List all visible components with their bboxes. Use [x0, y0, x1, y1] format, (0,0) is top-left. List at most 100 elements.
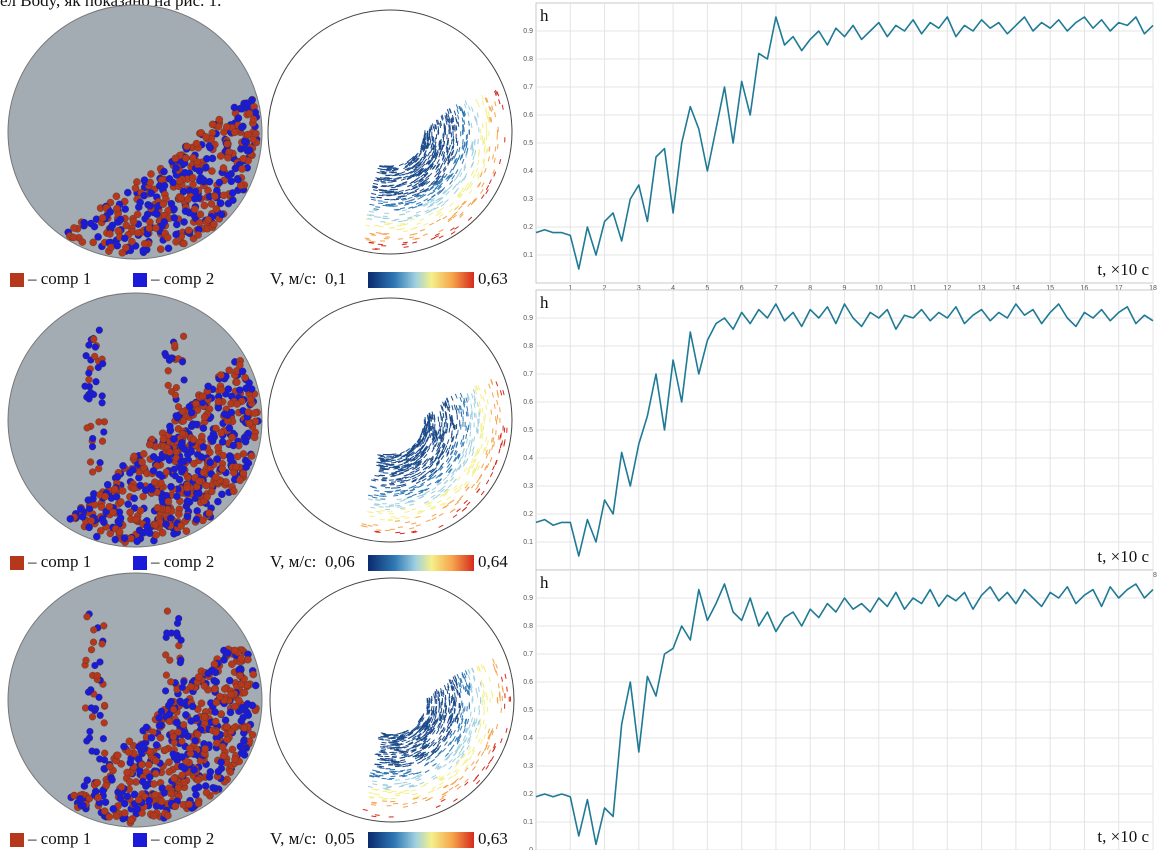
particle [130, 485, 137, 492]
particle [240, 155, 247, 162]
velocity-vector [484, 690, 485, 695]
particle [218, 491, 225, 498]
particle [242, 438, 249, 445]
particle [252, 682, 259, 689]
particle [99, 515, 106, 522]
particle [99, 438, 106, 445]
particle [233, 400, 240, 407]
particle [86, 342, 93, 349]
particle [140, 247, 147, 254]
particle [88, 646, 95, 653]
particle [200, 443, 207, 450]
velocity-vector [394, 199, 399, 200]
particle [91, 353, 98, 360]
velocity-vector [381, 462, 386, 463]
particle [192, 188, 199, 195]
velocity-vector [461, 411, 462, 416]
velocity-vector [479, 687, 480, 692]
y-tick-label: 0.8 [523, 343, 533, 350]
velocity-vector [428, 415, 429, 420]
velocity-vector [393, 206, 398, 207]
particle [245, 409, 252, 416]
velocity-vector [381, 751, 386, 752]
particle [228, 661, 235, 668]
velocity-vector [448, 708, 449, 713]
particle [107, 208, 114, 215]
velocity-vector [469, 121, 470, 126]
velocity-vector [480, 433, 481, 438]
particle [180, 333, 187, 340]
velocity-vector [429, 129, 430, 134]
particle [210, 221, 217, 228]
velocity-vector [432, 136, 433, 141]
particle [161, 218, 168, 225]
scale-max: 0,64 [478, 552, 508, 571]
particle [77, 505, 84, 512]
particle [231, 703, 238, 710]
velocity-vector [380, 467, 385, 468]
particle [219, 465, 226, 472]
velocity-vector [397, 499, 402, 500]
particle [173, 384, 180, 391]
particle [152, 521, 159, 528]
velocity-view [268, 298, 512, 542]
particle [88, 705, 95, 712]
velocity-vector [372, 249, 377, 250]
velocity-vector [395, 505, 400, 506]
particle [89, 713, 96, 720]
particle [89, 435, 96, 442]
velocity-vector [403, 242, 408, 243]
particle [190, 460, 197, 467]
velocity-vector [431, 426, 432, 431]
particle [114, 242, 121, 249]
velocity-vector [466, 411, 467, 416]
particle [166, 457, 173, 464]
velocity-vector [400, 533, 405, 534]
velocity-vector [383, 747, 388, 748]
velocity-vector [379, 470, 384, 471]
legend-swatch [133, 833, 147, 847]
particle [171, 205, 178, 212]
particle [79, 802, 86, 809]
particle [216, 116, 223, 123]
particle [143, 724, 150, 731]
particle [86, 376, 93, 383]
particle [110, 509, 117, 516]
velocity-vector [391, 195, 396, 196]
particle [216, 179, 223, 186]
velocity-vector [395, 521, 400, 522]
particle [128, 238, 135, 245]
particle [140, 450, 147, 457]
velocity-vector [470, 432, 471, 437]
y-tick-label: 0.5 [523, 140, 533, 147]
velocity-vector [455, 125, 456, 130]
particle [194, 507, 201, 514]
particle [170, 751, 177, 758]
particle [134, 211, 141, 218]
particle [101, 720, 108, 727]
particle [170, 436, 177, 443]
particle [94, 779, 101, 786]
velocity-vector [394, 209, 399, 210]
velocity-vector [490, 117, 491, 122]
velocity-vector [379, 766, 384, 767]
particle [227, 769, 234, 776]
particle-view [8, 5, 262, 259]
velocity-vector [453, 139, 454, 144]
velocity-vector [439, 708, 440, 713]
particle [141, 177, 148, 184]
particle [135, 229, 142, 236]
particle [186, 801, 193, 808]
particle [126, 469, 133, 476]
particle [213, 205, 220, 212]
particle [201, 682, 208, 689]
y-tick-label: 0.7 [523, 371, 533, 378]
particle [172, 392, 179, 399]
line-chart: 1234567891011121314151617180.10.20.30.40… [523, 290, 1157, 579]
velocity-vector [389, 454, 394, 455]
particle [191, 766, 198, 773]
velocity-vector [443, 413, 444, 418]
y-axis-label: h [540, 573, 549, 592]
velocity-vector [477, 693, 478, 698]
